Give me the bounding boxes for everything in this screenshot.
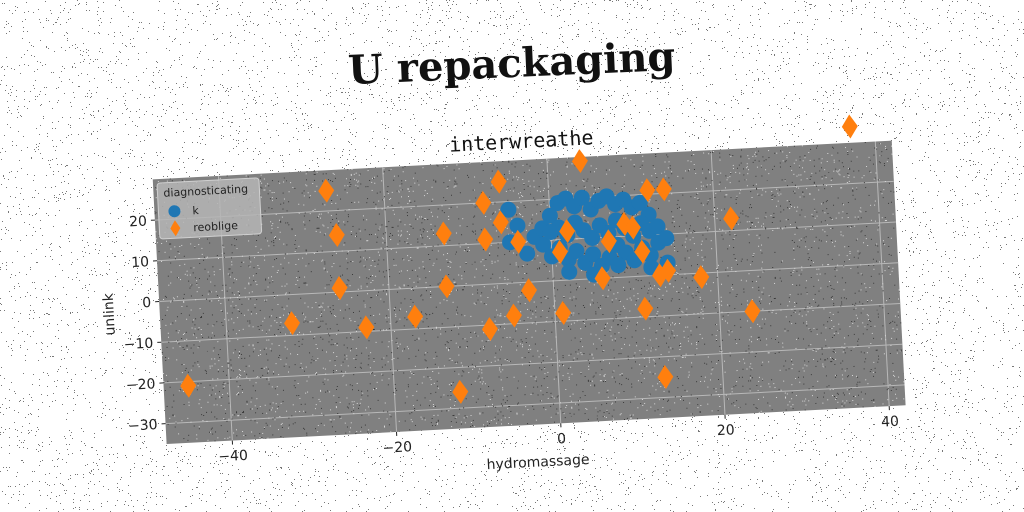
x-axis-label: hydromassage [486, 452, 590, 473]
data-points [180, 114, 858, 404]
grid-lines [154, 141, 905, 441]
point-reoblige [490, 169, 507, 194]
x-grid-line [382, 167, 398, 432]
point-reoblige [637, 296, 654, 321]
y-tick-label: −30 [128, 417, 158, 435]
y-tick-label: 10 [131, 254, 150, 271]
point-reoblige [552, 239, 568, 264]
point-k [658, 230, 675, 247]
point-k [500, 201, 517, 218]
x-tick-label: −40 [218, 448, 248, 466]
x-grid-line [710, 150, 726, 415]
x-tick-label: −20 [382, 439, 412, 457]
legend-label-k: k [192, 204, 200, 217]
point-reoblige [435, 221, 452, 246]
point-reoblige [492, 210, 509, 235]
legend: diagnosticating k reoblige [156, 177, 263, 240]
point-reoblige [600, 229, 617, 254]
point-reoblige [559, 219, 576, 244]
legend-title: diagnosticating [163, 182, 248, 199]
point-reoblige [723, 206, 740, 231]
y-grid-line [154, 180, 894, 221]
y-tick-label: −10 [123, 336, 153, 354]
point-k [561, 263, 578, 280]
y-grid-line [156, 221, 897, 262]
point-reoblige [407, 304, 424, 329]
point-reoblige [744, 299, 761, 324]
point-reoblige [660, 258, 677, 283]
point-reoblige [284, 311, 301, 336]
point-reoblige [452, 379, 469, 404]
point-k [584, 229, 601, 246]
legend-marker-reoblige [170, 220, 181, 237]
point-k [649, 218, 666, 235]
point-k [573, 189, 590, 206]
point-reoblige [555, 300, 572, 325]
point-reoblige [693, 265, 710, 290]
point-reoblige [841, 114, 858, 139]
point-k [542, 223, 559, 240]
point-reoblige [639, 178, 656, 203]
y-grid-line [163, 343, 903, 384]
y-tick-label: 0 [142, 295, 152, 311]
point-reoblige [571, 149, 588, 174]
chart-title: interwreathe [448, 125, 594, 157]
point-reoblige [655, 177, 672, 202]
point-reoblige [438, 274, 455, 299]
point-reoblige [505, 303, 522, 328]
point-reoblige [318, 178, 335, 203]
point-reoblige [328, 223, 345, 248]
point-reoblige [358, 315, 375, 340]
point-reoblige [634, 239, 651, 264]
point-k [568, 243, 585, 260]
plot-area [152, 114, 906, 444]
point-reoblige [624, 215, 641, 240]
x-axis-ticks: −40 −20 0 20 40 [218, 406, 900, 466]
y-grid-line [165, 384, 905, 425]
point-k [610, 257, 627, 274]
y-tick-label: −20 [126, 376, 156, 394]
y-grid-line [161, 302, 901, 343]
point-k [585, 246, 602, 263]
x-tick-label: 20 [716, 422, 735, 439]
y-tick-label: 20 [129, 213, 148, 230]
point-reoblige [180, 373, 197, 398]
point-reoblige [331, 275, 348, 300]
legend-box [156, 177, 263, 240]
point-reoblige [481, 317, 498, 342]
legend-label-reoblige: reoblige [193, 219, 238, 234]
point-reoblige [477, 227, 494, 252]
point-reoblige [594, 266, 611, 291]
point-k [535, 236, 552, 253]
point-reoblige [510, 229, 527, 254]
point-k [509, 217, 526, 234]
point-reoblige [521, 278, 538, 303]
point-k [519, 245, 536, 262]
x-tick-label: 0 [557, 431, 567, 447]
y-axis-label: unlink [101, 292, 119, 336]
point-reoblige [475, 190, 492, 215]
point-reoblige [652, 263, 669, 288]
point-reoblige [657, 365, 674, 390]
x-grid-line [546, 158, 562, 424]
y-axis-ticks: −30 −20 −10 0 10 20 [123, 213, 166, 435]
legend-marker-k [168, 205, 181, 218]
point-k [541, 207, 558, 224]
x-tick-label: 40 [881, 414, 900, 431]
point-k [631, 194, 648, 211]
